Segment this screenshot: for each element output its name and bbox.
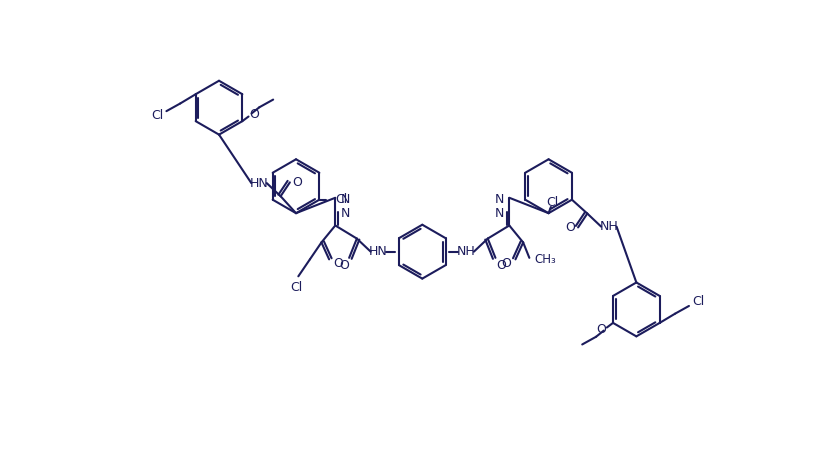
Text: O: O [496, 259, 506, 272]
Text: O: O [334, 258, 344, 271]
Text: O: O [339, 259, 349, 272]
Text: N: N [494, 207, 504, 220]
Text: O: O [597, 323, 606, 336]
Text: N: N [340, 193, 350, 206]
Text: O: O [249, 108, 259, 122]
Text: NH: NH [600, 220, 618, 233]
Text: Cl: Cl [335, 193, 347, 206]
Text: N: N [494, 193, 504, 206]
Text: HN: HN [369, 245, 388, 258]
Text: Cl: Cl [692, 295, 705, 308]
Text: N: N [340, 207, 350, 220]
Text: HN: HN [250, 177, 269, 189]
Text: NH: NH [456, 245, 475, 258]
Text: Cl: Cl [290, 281, 302, 294]
Text: Cl: Cl [151, 109, 163, 122]
Text: CH₃: CH₃ [535, 253, 556, 266]
Text: O: O [565, 221, 575, 234]
Text: O: O [501, 258, 511, 271]
Text: Cl: Cl [546, 196, 559, 209]
Text: O: O [293, 176, 302, 189]
